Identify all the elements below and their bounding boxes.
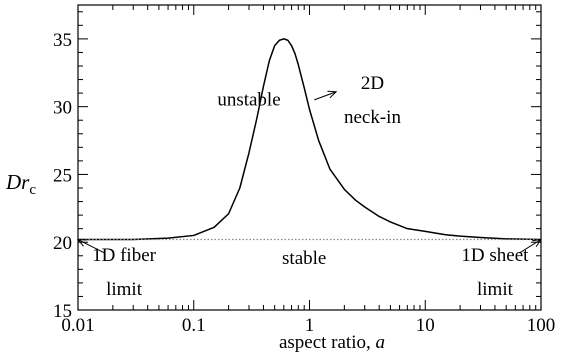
x-axis-label-text: aspect ratio,: [279, 332, 376, 353]
y-tick-label: 30: [53, 98, 72, 119]
annotation-sheet-2: limit: [477, 279, 514, 300]
x-axis-label: aspect ratio, a: [279, 332, 385, 353]
x-tick-label: 1: [305, 315, 315, 336]
y-axis-label-main: Dr: [5, 170, 30, 194]
x-tick-label: 0.01: [61, 315, 94, 336]
y-axis-label-subscript: c: [29, 182, 36, 198]
x-tick-label: 100: [527, 315, 556, 336]
x-tick-label: 0.1: [182, 315, 206, 336]
x-tick-label: 10: [416, 315, 435, 336]
y-axis-label: Drc: [5, 170, 36, 198]
arrow-fiber-limit: [76, 238, 105, 254]
annotation-fiber-2: limit: [106, 279, 143, 300]
series-layer: [78, 38, 542, 241]
annotation-fiber-1: 1D fiber: [92, 245, 157, 266]
x-axis-label-variable: a: [376, 332, 386, 353]
annotation-sheet-1: 1D sheet: [461, 245, 529, 266]
y-tick-label: 20: [53, 233, 72, 254]
critical-draw-ratio-curve: [78, 38, 542, 241]
axis-ticks: [77, 5, 542, 311]
annotation-stable: stable: [282, 248, 326, 269]
arrow-sheet-limit: [519, 238, 543, 254]
annotation-unstable: unstable: [217, 89, 280, 110]
annotation-neck-in-1: 2D: [361, 73, 384, 94]
tick-labels: 0.01 0.1 1 10 100 15 20 25 30 35: [53, 30, 555, 336]
annotation-neck-in-2: neck-in: [344, 107, 401, 128]
annotation-layer: unstable stable 2D neck-in 1D fiber limit 1D s…: [76, 73, 543, 300]
arrow-neck-in: [314, 90, 338, 101]
y-tick-label: 35: [53, 30, 72, 51]
y-tick-label: 15: [53, 301, 72, 322]
y-tick-label: 25: [53, 165, 72, 186]
